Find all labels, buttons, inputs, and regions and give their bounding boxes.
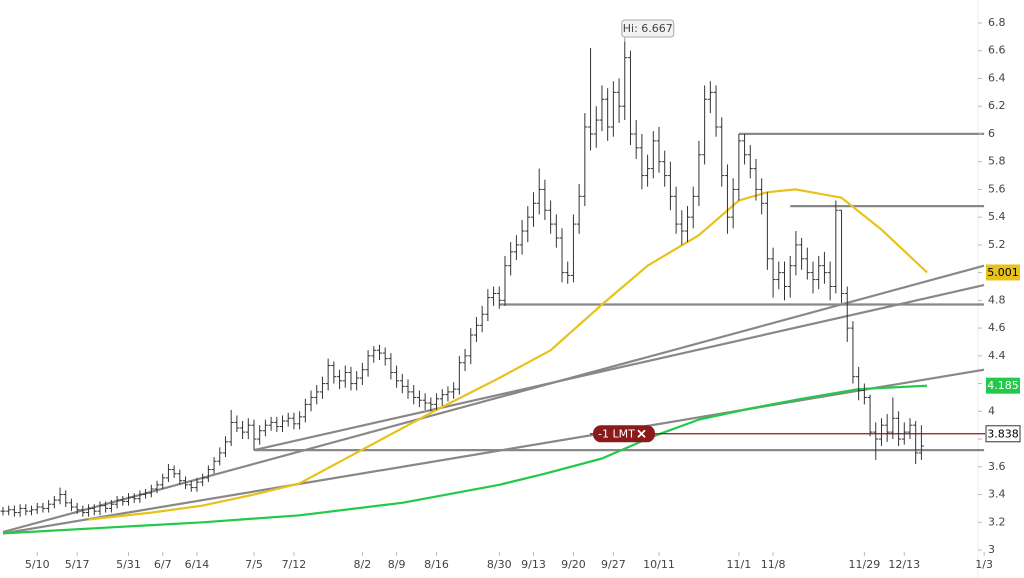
ma-value-box xyxy=(986,264,1020,281)
trend-line xyxy=(2,264,985,534)
x-tick-label: 6/7 xyxy=(154,558,172,571)
x-tick-label: 11/1 xyxy=(727,558,752,571)
trend-line xyxy=(2,368,985,535)
x-tick-label: 7/5 xyxy=(245,558,263,571)
y-tick-label: 3 xyxy=(988,543,995,556)
x-tick-label: 9/13 xyxy=(521,558,546,571)
x-tick-label: 5/31 xyxy=(116,558,141,571)
order-price-box xyxy=(985,425,1021,443)
y-tick-label: 6.6 xyxy=(988,44,1006,57)
ma-value-label: 5.001 xyxy=(987,266,1019,279)
moving-average-line xyxy=(2,384,928,535)
x-tick-label: 8/16 xyxy=(424,558,449,571)
y-tick-label: 5.8 xyxy=(988,155,1006,168)
y-tick-label: 5.2 xyxy=(988,238,1006,251)
y-tick-label: 6.2 xyxy=(988,99,1006,112)
x-tick-label: 7/12 xyxy=(282,558,307,571)
x-tick-label: 8/2 xyxy=(354,558,372,571)
y-tick-label: 3.2 xyxy=(988,515,1006,528)
order-label: -1 LMT xyxy=(598,427,635,440)
ma-value-box xyxy=(986,377,1020,394)
y-tick-label: 4.4 xyxy=(988,349,1006,362)
x-tick-label: 5/17 xyxy=(65,558,90,571)
x-tick-label: 10/11 xyxy=(643,558,675,571)
order-price: 3.838 xyxy=(987,427,1019,440)
x-tick-label: 9/27 xyxy=(601,558,626,571)
y-tick-label: 5.6 xyxy=(988,182,1006,195)
x-tick-label: 6/14 xyxy=(185,558,210,571)
x-tick-label: 12/13 xyxy=(888,558,920,571)
y-tick-label: 6.8 xyxy=(988,16,1006,29)
moving-average-line xyxy=(88,188,928,521)
y-tick-label: 5.4 xyxy=(988,210,1006,223)
x-tick-label: 8/30 xyxy=(487,558,512,571)
y-tick-label: 4.6 xyxy=(988,321,1006,334)
x-tick-label: 8/9 xyxy=(388,558,406,571)
annotation-box xyxy=(621,19,675,38)
ma-value-label: 4.185 xyxy=(987,379,1019,392)
x-tick-label: 11/8 xyxy=(761,558,786,571)
y-tick-label: 4.8 xyxy=(988,293,1006,306)
x-tick-label: 5/10 xyxy=(25,558,50,571)
annotation: Hi: 6.667 xyxy=(623,22,673,35)
trend-line xyxy=(253,284,985,452)
x-tick-label: 9/20 xyxy=(561,558,586,571)
plot-area xyxy=(0,41,985,535)
x-tick-label: 1/3 xyxy=(975,558,993,571)
y-tick-label: 4 xyxy=(988,404,995,417)
y-tick-label: 3.4 xyxy=(988,488,1006,501)
order-cancel-icon xyxy=(637,429,646,438)
y-tick-label: 6.4 xyxy=(988,71,1006,84)
order-badge xyxy=(593,425,655,443)
y-tick-label: 6 xyxy=(988,127,995,140)
x-tick-label: 11/29 xyxy=(849,558,881,571)
y-tick-label: 3.6 xyxy=(988,460,1006,473)
